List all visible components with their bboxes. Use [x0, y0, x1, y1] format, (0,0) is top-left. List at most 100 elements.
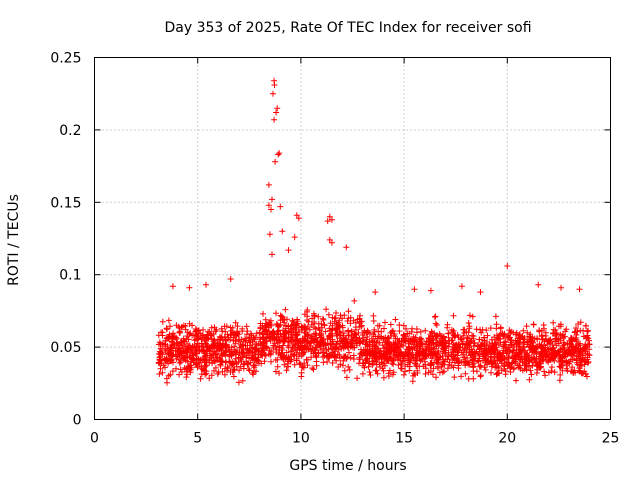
- data-point: [339, 322, 346, 329]
- data-point: [260, 336, 267, 343]
- data-point: [273, 336, 280, 343]
- data-point: [566, 337, 573, 344]
- data-point: [421, 355, 428, 362]
- data-point: [358, 346, 364, 353]
- data-point: [432, 320, 439, 327]
- data-point: [209, 336, 215, 343]
- data-point: [369, 338, 376, 345]
- data-point: [337, 329, 343, 336]
- data-point: [570, 369, 577, 376]
- data-point: [520, 327, 527, 334]
- data-point: [203, 281, 209, 288]
- data-point: [413, 363, 420, 369]
- data-point: [156, 356, 163, 363]
- data-point: [274, 328, 281, 335]
- data-point: [429, 352, 436, 359]
- data-point: [333, 324, 340, 331]
- data-point: [441, 368, 447, 375]
- data-point: [482, 366, 489, 373]
- data-point: [214, 354, 221, 361]
- data-point: [422, 365, 429, 372]
- data-point: [463, 341, 469, 348]
- data-point: [494, 336, 501, 343]
- data-point: [511, 354, 517, 361]
- data-point: [345, 363, 352, 370]
- data-point: [527, 367, 534, 374]
- data-point: [289, 344, 296, 351]
- data-point: [157, 341, 164, 348]
- data-point: [494, 350, 501, 357]
- grid-lines: [94, 57, 611, 420]
- data-point: [284, 316, 290, 323]
- data-point: [497, 330, 504, 337]
- data-point: [396, 337, 403, 344]
- data-point: [277, 321, 284, 328]
- data-point: [534, 343, 541, 350]
- data-point: [551, 369, 558, 376]
- data-point: [173, 335, 180, 342]
- data-point: [462, 362, 469, 369]
- data-point: [309, 345, 316, 352]
- data-point: [236, 367, 243, 374]
- data-point: [352, 331, 359, 338]
- data-point: [330, 352, 337, 359]
- data-point: [481, 342, 488, 349]
- data-point: [244, 361, 251, 368]
- data-point: [569, 364, 576, 371]
- data-point: [496, 357, 503, 364]
- data-point: [402, 368, 409, 375]
- data-point: [426, 344, 432, 351]
- data-point: [217, 358, 223, 365]
- data-point: [266, 334, 273, 341]
- data-point: [262, 323, 269, 330]
- data-point: [577, 355, 584, 362]
- data-point: [228, 344, 235, 351]
- data-point: [155, 360, 162, 367]
- data-point: [378, 334, 385, 341]
- y-tick-label: 0.15: [50, 195, 81, 211]
- data-point: [531, 349, 538, 356]
- data-point: [293, 336, 300, 343]
- data-point: [167, 323, 173, 330]
- data-point: [444, 324, 451, 331]
- data-point: [203, 348, 210, 355]
- data-point: [585, 360, 591, 366]
- data-point: [540, 322, 547, 328]
- data-point: [250, 362, 257, 369]
- data-point: [528, 371, 535, 378]
- data-point: [288, 356, 295, 363]
- data-point: [269, 251, 275, 258]
- data-point: [388, 333, 395, 340]
- data-point: [281, 361, 288, 368]
- data-point: [168, 333, 175, 340]
- data-point: [184, 365, 191, 372]
- data-point: [552, 335, 559, 342]
- data-point: [380, 374, 387, 381]
- data-point: [517, 356, 524, 363]
- data-point: [455, 347, 462, 354]
- data-point: [221, 349, 228, 356]
- data-point: [372, 367, 379, 374]
- data-point: [238, 356, 245, 363]
- data-point: [290, 352, 297, 359]
- data-point: [397, 357, 404, 364]
- data-point: [495, 365, 502, 371]
- data-point: [550, 319, 557, 326]
- x-axis-label: GPS time / hours: [289, 458, 406, 474]
- data-point: [558, 346, 564, 352]
- data-point: [157, 365, 164, 372]
- data-point: [304, 337, 311, 344]
- data-point: [469, 313, 476, 320]
- data-point: [267, 317, 274, 324]
- data-point: [438, 363, 445, 370]
- data-point: [507, 365, 514, 372]
- data-point: [541, 368, 548, 375]
- data-point: [165, 351, 172, 358]
- data-point: [391, 331, 398, 337]
- data-point: [199, 343, 206, 350]
- data-point: [450, 341, 457, 348]
- data-point: [526, 376, 533, 383]
- data-point: [577, 362, 584, 369]
- data-point: [358, 323, 365, 330]
- data-point: [315, 349, 322, 356]
